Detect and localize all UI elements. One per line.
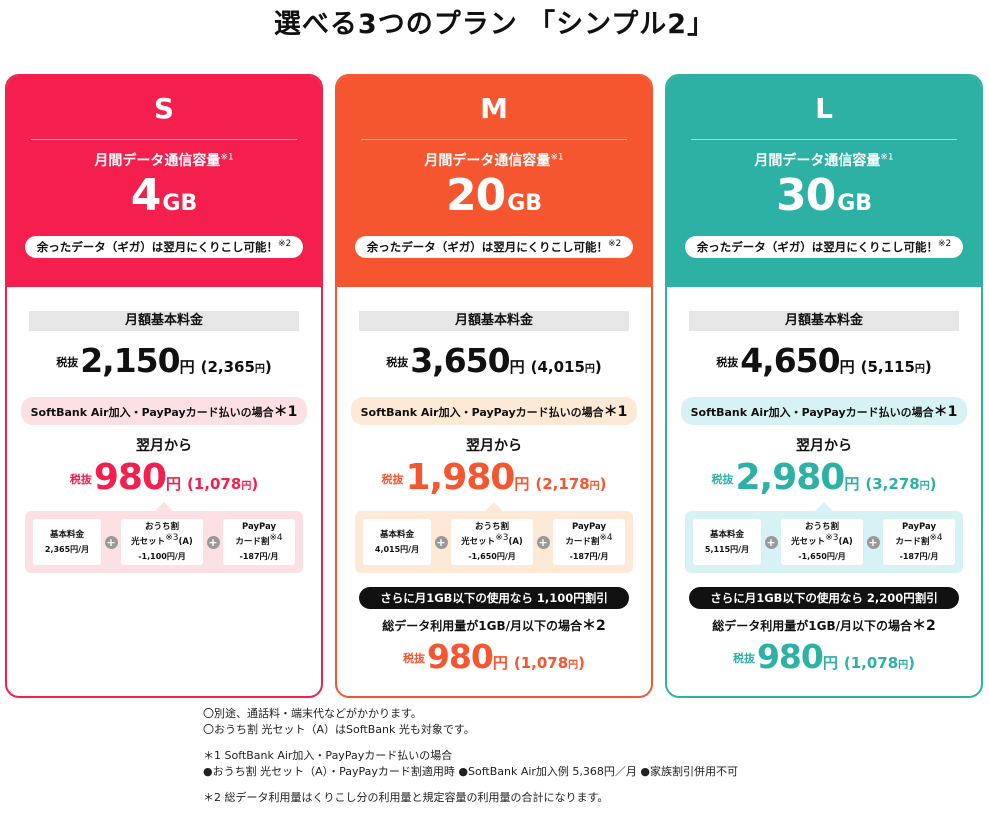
- capacity-label: 月間データ通信容量※1: [754, 152, 894, 169]
- plan-card-s: S 月間データ通信容量※1 4GB 余ったデータ（ギガ）は翌月にくりこし可能！※…: [5, 74, 323, 698]
- low-usage-price: 税抜980円 (1,078円): [732, 637, 916, 676]
- low-usage-condition: 総データ利用量が1GB/月以下の場合＊2: [712, 618, 936, 634]
- breakdown-base: 基本料金 5,115円/月: [693, 519, 761, 565]
- plus-icon: +: [104, 535, 118, 549]
- plus-icon: +: [206, 535, 220, 549]
- base-price: 税抜3,650円 (4,015円): [386, 341, 602, 380]
- price-breakdown: 基本料金 5,115円/月 + おうち割 光セット※3(A) -1,650円/月 + …: [685, 502, 963, 573]
- note-line: ＊1 SoftBank Air加入・PayPayカード払いの場合: [203, 749, 453, 762]
- breakdown-paypay: PayPay カード割※4 -187円/月: [883, 519, 955, 565]
- footnotes: 〇別途、通話料・端末代などがかかります。 〇おうち割 光セット（A）はSoftB…: [203, 706, 738, 806]
- breakdown-paypay: PayPay カード割※4 -187円/月: [553, 519, 625, 565]
- softbank-air-condition-badge: SoftBank Air加入・PayPayカード払いの場合＊1: [680, 397, 968, 425]
- next-month-label: 翌月から: [796, 438, 852, 454]
- breakdown-ouchi-wari: おうち割 光セット※3(A) -1,100円/月: [121, 519, 203, 565]
- plus-icon: +: [866, 535, 880, 549]
- note-line: 〇別途、通話料・端末代などがかかります。: [203, 707, 422, 720]
- low-usage-price: 税抜980円 (1,078円): [402, 637, 586, 676]
- capacity-value: 30GB: [775, 170, 873, 221]
- plan-header: M 月間データ通信容量※1 20GB 余ったデータ（ギガ）は翌月にくりこし可能！…: [337, 76, 651, 287]
- note-line: ●おうち割 光セット（A）・PayPayカード割適用時 ●SoftBank Ai…: [203, 765, 739, 778]
- divider: [691, 139, 957, 140]
- softbank-air-condition-badge: SoftBank Air加入・PayPayカード払いの場合＊1: [20, 397, 308, 425]
- capacity-value: 20GB: [445, 170, 543, 221]
- breakdown-base: 基本料金 2,365円/月: [33, 519, 101, 565]
- plan-body: 月額基本料金 税抜3,650円 (4,015円) SoftBank Air加入・P…: [337, 311, 651, 676]
- divider: [31, 139, 297, 140]
- breakdown-ouchi-wari: おうち割 光セット※3(A) -1,650円/月: [451, 519, 533, 565]
- discount-price: 税抜2,980円 (3,278円): [711, 457, 937, 498]
- capacity-label: 月間データ通信容量※1: [94, 152, 234, 169]
- monthly-fee-label: 月額基本料金: [689, 311, 959, 331]
- carry-over-badge: 余ったデータ（ギガ）は翌月にくりこし可能！※2: [24, 236, 304, 258]
- plan-body: 月額基本料金 税抜4,650円 (5,115円) SoftBank Air加入・P…: [667, 311, 981, 676]
- plan-header: L 月間データ通信容量※1 30GB 余ったデータ（ギガ）は翌月にくりこし可能！…: [667, 76, 981, 287]
- softbank-air-condition-badge: SoftBank Air加入・PayPayカード払いの場合＊1: [350, 397, 638, 425]
- plan-body: 月額基本料金 税抜2,150円 (2,365円) SoftBank Air加入・P…: [7, 311, 321, 573]
- plan-card-l: L 月間データ通信容量※1 30GB 余ったデータ（ギガ）は翌月にくりこし可能！…: [665, 74, 983, 698]
- divider: [361, 139, 627, 140]
- note-line: ＊2 総データ利用量はくりこし分の利用量と規定容量の利用量の合計になります。: [203, 791, 609, 804]
- base-price: 税抜2,150円 (2,365円): [56, 341, 272, 380]
- low-usage-discount-badge: さらに月1GB以下の使用なら 2,200円割引: [689, 587, 959, 609]
- plan-card-m: M 月間データ通信容量※1 20GB 余ったデータ（ギガ）は翌月にくりこし可能！…: [335, 74, 653, 698]
- price-breakdown: 基本料金 2,365円/月 + おうち割 光セット※3(A) -1,100円/月 + …: [25, 502, 303, 573]
- plus-icon: +: [536, 535, 550, 549]
- discount-price: 税抜980円 (1,078円): [69, 457, 259, 498]
- plan-header: S 月間データ通信容量※1 4GB 余ったデータ（ギガ）は翌月にくりこし可能！※…: [7, 76, 321, 287]
- capacity-label: 月間データ通信容量※1: [424, 152, 564, 169]
- base-price: 税抜4,650円 (5,115円): [716, 341, 932, 380]
- low-usage-discount-badge: さらに月1GB以下の使用なら 1,100円割引: [359, 587, 629, 609]
- price-breakdown: 基本料金 4,015円/月 + おうち割 光セット※3(A) -1,650円/月 + …: [355, 502, 633, 573]
- carry-over-badge: 余ったデータ（ギガ）は翌月にくりこし可能！※2: [684, 236, 964, 258]
- breakdown-base: 基本料金 4,015円/月: [363, 519, 431, 565]
- plan-letter: M: [480, 92, 508, 125]
- breakdown-ouchi-wari: おうち割 光セット※3(A) -1,650円/月: [781, 519, 863, 565]
- plus-icon: +: [434, 535, 448, 549]
- low-usage-condition: 総データ利用量が1GB/月以下の場合＊2: [382, 618, 606, 634]
- note-line: 〇おうち割 光セット（A）はSoftBank 光も対象です。: [203, 723, 475, 736]
- monthly-fee-label: 月額基本料金: [359, 311, 629, 331]
- next-month-label: 翌月から: [136, 438, 192, 454]
- plan-letter: L: [815, 92, 833, 125]
- breakdown-paypay: PayPay カード割※4 -187円/月: [223, 519, 295, 565]
- plus-icon: +: [764, 535, 778, 549]
- page-title: 選べる3つのプラン 「シンプル2」: [273, 9, 716, 40]
- capacity-value: 4GB: [130, 170, 198, 221]
- plan-letter: S: [153, 92, 175, 125]
- next-month-label: 翌月から: [466, 438, 522, 454]
- discount-price: 税抜1,980円 (2,178円): [381, 457, 607, 498]
- monthly-fee-label: 月額基本料金: [29, 311, 299, 331]
- carry-over-badge: 余ったデータ（ギガ）は翌月にくりこし可能！※2: [354, 236, 634, 258]
